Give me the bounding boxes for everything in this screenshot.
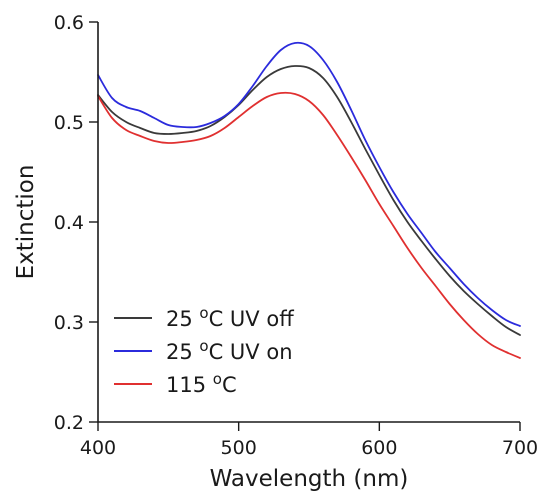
x-axis-label: Wavelength (nm)	[210, 466, 409, 492]
plot-frame	[97, 22, 520, 423]
series-line-0	[97, 65, 521, 336]
legend-label-2: 115 oC	[166, 370, 237, 397]
y-tick-label: 0.2	[54, 412, 84, 434]
x-tick-label: 400	[80, 437, 116, 459]
series-line-2	[97, 91, 521, 359]
series-line-1	[97, 41, 521, 327]
legend-label-0: 25 oC UV off	[166, 304, 294, 331]
y-tick-label: 0.6	[54, 12, 84, 34]
x-tick-label: 600	[361, 437, 397, 459]
x-tick-label: 700	[502, 437, 538, 459]
series-lines	[97, 41, 521, 359]
y-tick-label: 0.5	[54, 112, 84, 134]
y-axis-label: Extinction	[13, 165, 39, 280]
legend: 25 oC UV off 25 oC UV on 115 oC	[114, 304, 294, 397]
x-axis-ticks: 400 500 600 700	[80, 422, 538, 459]
y-tick-label: 0.4	[54, 212, 84, 234]
x-tick-label: 500	[221, 437, 257, 459]
legend-label-1: 25 oC UV on	[166, 337, 293, 364]
y-tick-label: 0.3	[54, 312, 84, 334]
y-axis-ticks: 0.2 0.3 0.4 0.5 0.6	[54, 12, 98, 434]
